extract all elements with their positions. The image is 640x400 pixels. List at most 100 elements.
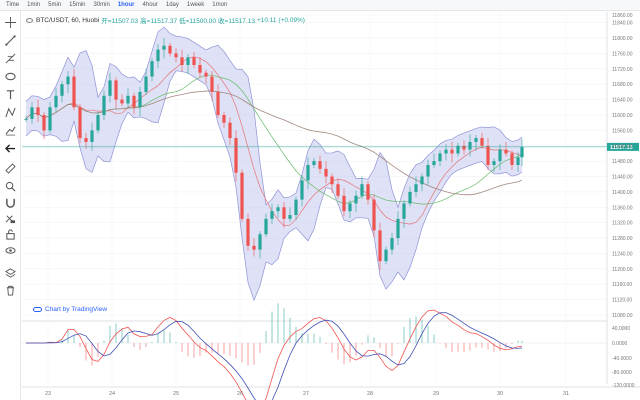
candle-body [294,199,298,215]
candle-body [72,76,76,108]
legend-eye-icon[interactable] [26,17,33,23]
price-tick-label: 11680.00 [612,82,633,88]
price-tick-label: 11320.00 [612,221,633,227]
candle-body [474,138,478,142]
candle [330,173,334,194]
tf-5min[interactable]: 5min [48,2,62,8]
candle-body [126,95,130,104]
moving-averages [25,56,523,226]
price-tick-label: 11360.00 [612,205,633,211]
time-tick-label: 27 [303,391,309,397]
candle [366,181,370,205]
eye-icon[interactable] [3,243,18,258]
candle [144,68,148,95]
candle [162,38,166,59]
price-tick-label: 11560.00 [612,128,633,134]
candle-body [204,72,208,77]
candle [270,203,274,224]
candle [480,132,484,149]
macd-line [26,309,523,400]
magnet-icon[interactable] [3,195,18,210]
lock-drawing-icon[interactable] [3,211,18,226]
candle-body [450,149,454,154]
candle-body [486,145,490,165]
candle-body [348,203,352,212]
candle [216,84,220,119]
trash-icon[interactable] [3,283,18,298]
ma-fast [25,56,523,226]
candle-body [438,153,442,162]
candle [150,58,154,82]
zoom-icon[interactable] [3,179,18,194]
tf-1min[interactable]: 1min [27,2,41,8]
price-tick-label: 11160.00 [612,282,632,288]
trendline-icon[interactable] [3,33,18,48]
candle [432,153,436,169]
interval-bar: Time 1min 5min 15min 30min 1hour 4hour 1… [0,0,640,11]
candle-body [312,161,316,165]
tf-1hour[interactable]: 1hour [117,2,135,8]
candle [204,69,208,84]
candle-body [378,230,382,262]
candle [24,115,28,122]
tf-30min[interactable]: 30min [93,2,110,8]
candle [234,130,238,182]
candle-body [300,180,304,200]
candle-body [366,184,370,200]
candle [168,42,172,57]
candle [372,194,376,238]
candle-body [510,153,514,165]
ruler-icon[interactable] [3,161,18,176]
candle-body [498,149,502,162]
cloud-icon [33,307,42,312]
candle-body [186,57,190,65]
text-icon[interactable] [3,87,18,102]
forecast-icon[interactable] [3,123,18,138]
candle-body [228,122,232,139]
price-axis: 11860.00 11840.00 11800.00 11760.00 11720.00… [612,13,635,389]
candle [384,246,388,265]
tradingview-attribution[interactable]: Chart by TradingView [33,306,107,313]
fib-icon[interactable] [3,51,18,66]
candle [516,151,520,172]
candle [174,48,178,63]
tf-time[interactable]: Time [6,2,20,8]
candle-body [258,234,262,250]
candle-body [144,76,148,92]
candle [252,238,256,257]
pattern-icon[interactable] [3,105,18,120]
layers-icon[interactable] [3,265,18,280]
legend-symbol: BTC/USDT, 60, Huobi [36,16,100,24]
candle-body [354,195,358,204]
candle-body [252,245,256,250]
candle-body [114,80,118,100]
candle [264,213,268,238]
candle [246,213,250,251]
candle [288,207,292,222]
tf-1mon[interactable]: 1mon [212,2,228,8]
candle [210,71,214,101]
candle-body [216,91,220,115]
candle-body [426,165,430,177]
candle [312,158,316,169]
candle [336,178,340,199]
bands-fill [26,27,522,301]
candle [318,155,322,174]
candle-body [96,115,100,131]
candle [324,161,328,184]
ellipse-icon[interactable] [3,69,18,84]
arrow-back-icon[interactable] [3,141,18,156]
crosshair-icon[interactable] [3,15,18,30]
price-tick-label: 11760.00 [612,51,633,57]
tf-4hour[interactable]: 4hour [142,2,158,8]
candle [192,51,196,69]
lock-icon[interactable] [3,227,18,242]
tf-15min[interactable]: 15min [69,2,86,8]
tf-1day[interactable]: 1day [165,2,179,8]
candle [294,196,298,220]
candle-body [324,168,328,177]
candle-body [372,199,376,231]
tf-1week[interactable]: 1week [186,2,205,8]
time-tick-label: 24 [109,391,115,397]
